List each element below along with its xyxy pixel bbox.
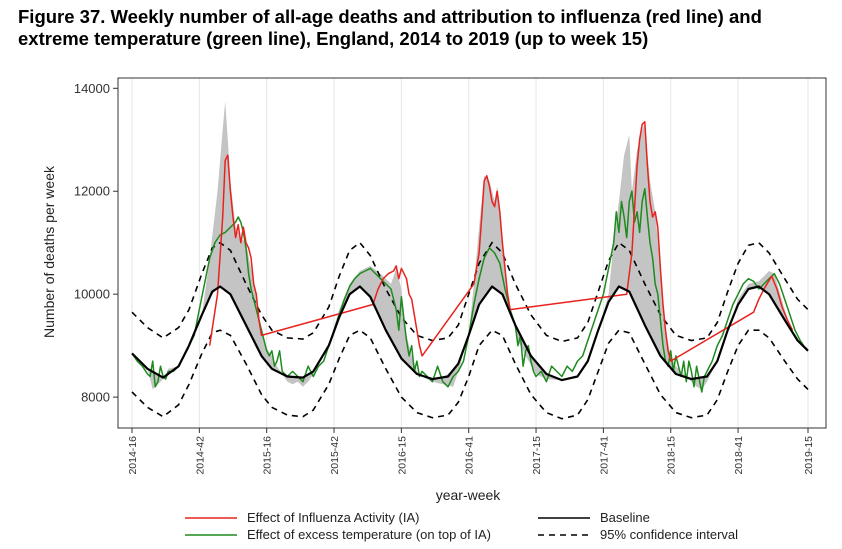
observed-band-area — [132, 101, 808, 390]
series-lines — [131, 121, 809, 420]
legend-label-3: 95% confidence interval — [600, 527, 738, 542]
legend: Effect of Influenza Activity (IA) Effect … — [185, 510, 738, 542]
chart-title: Figure 37. Weekly number of all-age deat… — [18, 6, 762, 49]
y-tick-label-1: 10000 — [74, 287, 110, 302]
axes — [117, 77, 827, 429]
x-tick-label-7: 2017-41 — [598, 436, 610, 475]
x-tick-label-3: 2015-42 — [329, 436, 341, 475]
y-axis-label: Number of deaths per week — [41, 165, 57, 338]
y-tick-label-2: 12000 — [74, 184, 110, 199]
x-tick-label-1: 2014-42 — [194, 436, 206, 475]
y-tick-label-3: 14000 — [74, 81, 110, 96]
x-tick-label-9: 2018-41 — [733, 436, 745, 475]
plot-frame — [117, 77, 827, 429]
x-axis-label: year-week — [436, 487, 502, 503]
x-tick-label-10: 2019-15 — [803, 436, 815, 475]
legend-label-1: Effect of excess temperature (on top of … — [247, 527, 491, 542]
y-axis-ticks: 8000 10000 12000 14000 — [74, 81, 118, 405]
x-tick-label-6: 2017-15 — [531, 436, 543, 475]
y-tick-label-0: 8000 — [81, 390, 110, 405]
ci-upper-line — [131, 241, 809, 343]
x-tick-label-2: 2015-16 — [262, 436, 274, 475]
x-tick-label-5: 2016-41 — [464, 436, 476, 475]
x-tick-label-0: 2014-16 — [127, 436, 139, 475]
baseline-line — [131, 285, 809, 382]
x-tick-label-8: 2018-15 — [666, 436, 678, 475]
x-axis-ticks: 2014-16 2014-42 2015-16 2015-42 2016-15 2016-… — [127, 428, 815, 475]
influenza-line — [208, 121, 794, 362]
legend-label-2: Baseline — [600, 510, 650, 525]
x-tick-label-4: 2016-15 — [396, 436, 408, 475]
observed-deaths-band — [132, 101, 808, 390]
ci-lower-line — [131, 329, 809, 420]
legend-label-0: Effect of Influenza Activity (IA) — [247, 510, 419, 525]
